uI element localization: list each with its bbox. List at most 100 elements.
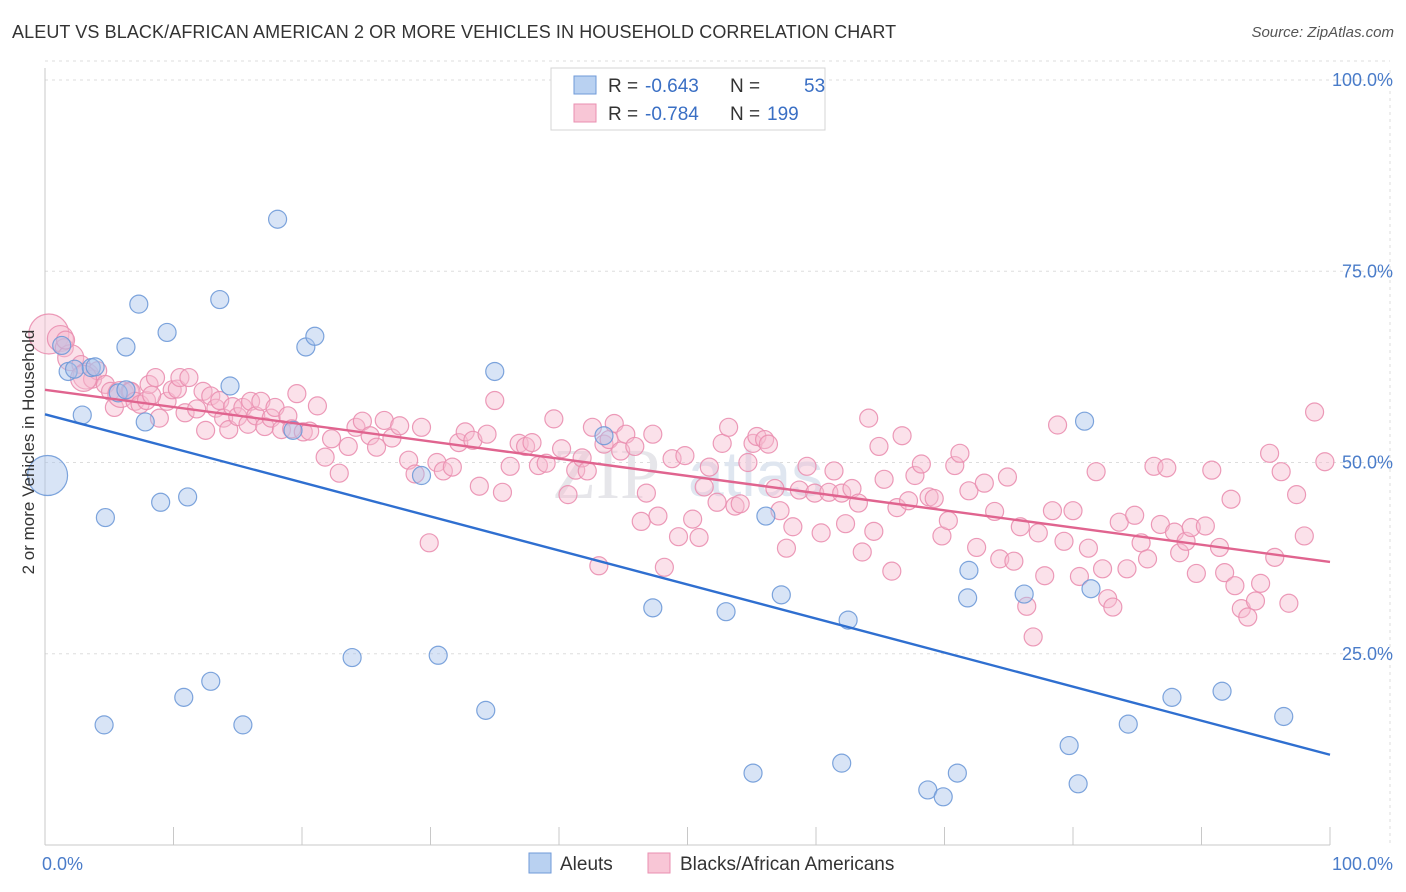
blacks-point-184 (1195, 516, 1215, 536)
trend-line-blacks (44, 388, 1331, 564)
blacks-point-183 (1186, 563, 1206, 584)
legend-bottom-label-blacks: Blacks/African Americans (680, 854, 894, 875)
blacks-point-58 (366, 437, 387, 457)
aleuts-point-9 (108, 383, 128, 403)
legend-box (550, 67, 826, 131)
blacks-point-149 (959, 481, 979, 501)
blacks-point-73 (477, 424, 497, 444)
legend-n-label-blacks: N = (730, 104, 760, 125)
aleuts-point-28 (428, 645, 448, 665)
blacks-point-123 (797, 456, 817, 476)
blacks-point-168 (1092, 559, 1113, 579)
aleuts-point-35 (756, 506, 776, 526)
blacks-point-48 (293, 422, 313, 442)
blacks-point-76 (500, 456, 520, 476)
blacks-point-105 (689, 527, 709, 548)
blacks-point-28 (196, 420, 216, 440)
aleuts-point-47 (1074, 411, 1095, 431)
blacks-point-172 (1117, 559, 1137, 579)
blacks-point-100 (654, 557, 674, 577)
blacks-point-40 (251, 391, 271, 411)
grid-lines (45, 60, 1391, 845)
blacks-point-95 (625, 436, 645, 457)
legend-r-value-aleuts: -0.643 (645, 76, 699, 97)
legend-r-label-blacks: R = (608, 104, 638, 125)
aleuts-point-51 (1212, 681, 1232, 701)
aleuts-point-0 (26, 454, 69, 497)
aleuts-point-50 (1162, 687, 1182, 707)
aleuts-point-42 (958, 588, 978, 608)
blacks-point-153 (990, 549, 1010, 569)
legend-swatch-aleuts (573, 75, 597, 95)
legend-bottom-swatch-blacks (647, 852, 671, 874)
blacks-point-162 (1047, 415, 1068, 435)
blacks-point-182 (1181, 517, 1201, 538)
axes (44, 68, 1331, 846)
aleuts-point-11 (116, 337, 136, 357)
blacks-point-53 (329, 463, 349, 483)
blacks-point-29 (201, 386, 221, 406)
blacks-point-147 (945, 455, 965, 476)
blacks-point-83 (551, 439, 572, 459)
blacks-point-185 (1202, 460, 1222, 480)
blacks-point-163 (1054, 531, 1074, 551)
blacks-point-102 (668, 527, 689, 547)
legend-bottom: Aleuts Blacks/African Americans (528, 852, 894, 875)
blacks-point-134 (864, 521, 884, 541)
blacks-point-196 (1271, 462, 1291, 482)
aleuts-point-33 (716, 602, 736, 622)
y-tick-label-3: 100.0% (1332, 70, 1393, 90)
blacks-point-191 (1238, 607, 1258, 627)
blacks-point-103 (675, 446, 695, 466)
blacks-point-110 (719, 417, 739, 437)
aleuts-point-17 (178, 487, 198, 507)
blacks-point-203 (142, 385, 162, 405)
blacks-point-38 (241, 391, 261, 411)
blacks-point-96 (631, 511, 651, 532)
aleuts-point-34 (743, 763, 763, 783)
aleuts-point-49 (1118, 714, 1138, 734)
blacks-point-155 (1004, 551, 1024, 571)
blacks-point-194 (1260, 443, 1280, 463)
aleuts-point-38 (838, 610, 858, 630)
blacks-point-84 (558, 485, 578, 505)
blacks-point-178 (1157, 458, 1177, 478)
blacks-point-180 (1170, 543, 1190, 563)
aleuts-point-30 (485, 361, 505, 382)
blacks-point-166 (1078, 538, 1099, 558)
y-tick-label-0: 25.0% (1342, 644, 1393, 664)
blacks-point-54 (338, 436, 358, 457)
y-axis-label: 2 or more Vehicles in Household (19, 330, 38, 575)
blacks-point-146 (938, 511, 958, 531)
blacks-point-200 (1304, 402, 1325, 422)
blacks-point-150 (967, 537, 987, 558)
blacks-point-82 (544, 409, 564, 429)
blacks-point-59 (374, 410, 394, 431)
blacks-point-47 (287, 384, 307, 404)
blacks-point-159 (1028, 523, 1048, 543)
blacks-point-125 (811, 523, 831, 543)
blacks-point-158 (1023, 627, 1043, 647)
legend-r-value-blacks: -0.784 (645, 104, 699, 125)
blacks-point-127 (824, 461, 844, 481)
blacks-point-167 (1086, 462, 1106, 482)
aleuts-point-29 (476, 700, 496, 720)
blacks-point-99 (648, 506, 668, 526)
aleuts-point-10 (116, 380, 136, 400)
aleuts-point-21 (233, 715, 253, 735)
blacks-point-115 (747, 426, 767, 447)
aleuts-point-7 (94, 715, 114, 735)
legend-swatch-blacks (573, 103, 597, 123)
blacks-point-187 (1215, 563, 1235, 583)
aleuts-point-52 (1274, 706, 1294, 727)
blacks-point-144 (924, 488, 944, 509)
aleuts-point-1 (52, 335, 72, 356)
series-aleuts-points (26, 209, 1294, 807)
blacks-point-72 (469, 476, 489, 496)
aleuts-point-32 (643, 598, 663, 618)
blacks-point-198 (1286, 485, 1307, 505)
aleuts-point-14 (151, 492, 171, 512)
blacks-point-75 (492, 482, 513, 502)
aleuts-point-41 (947, 763, 967, 783)
aleuts-point-27 (411, 465, 432, 486)
